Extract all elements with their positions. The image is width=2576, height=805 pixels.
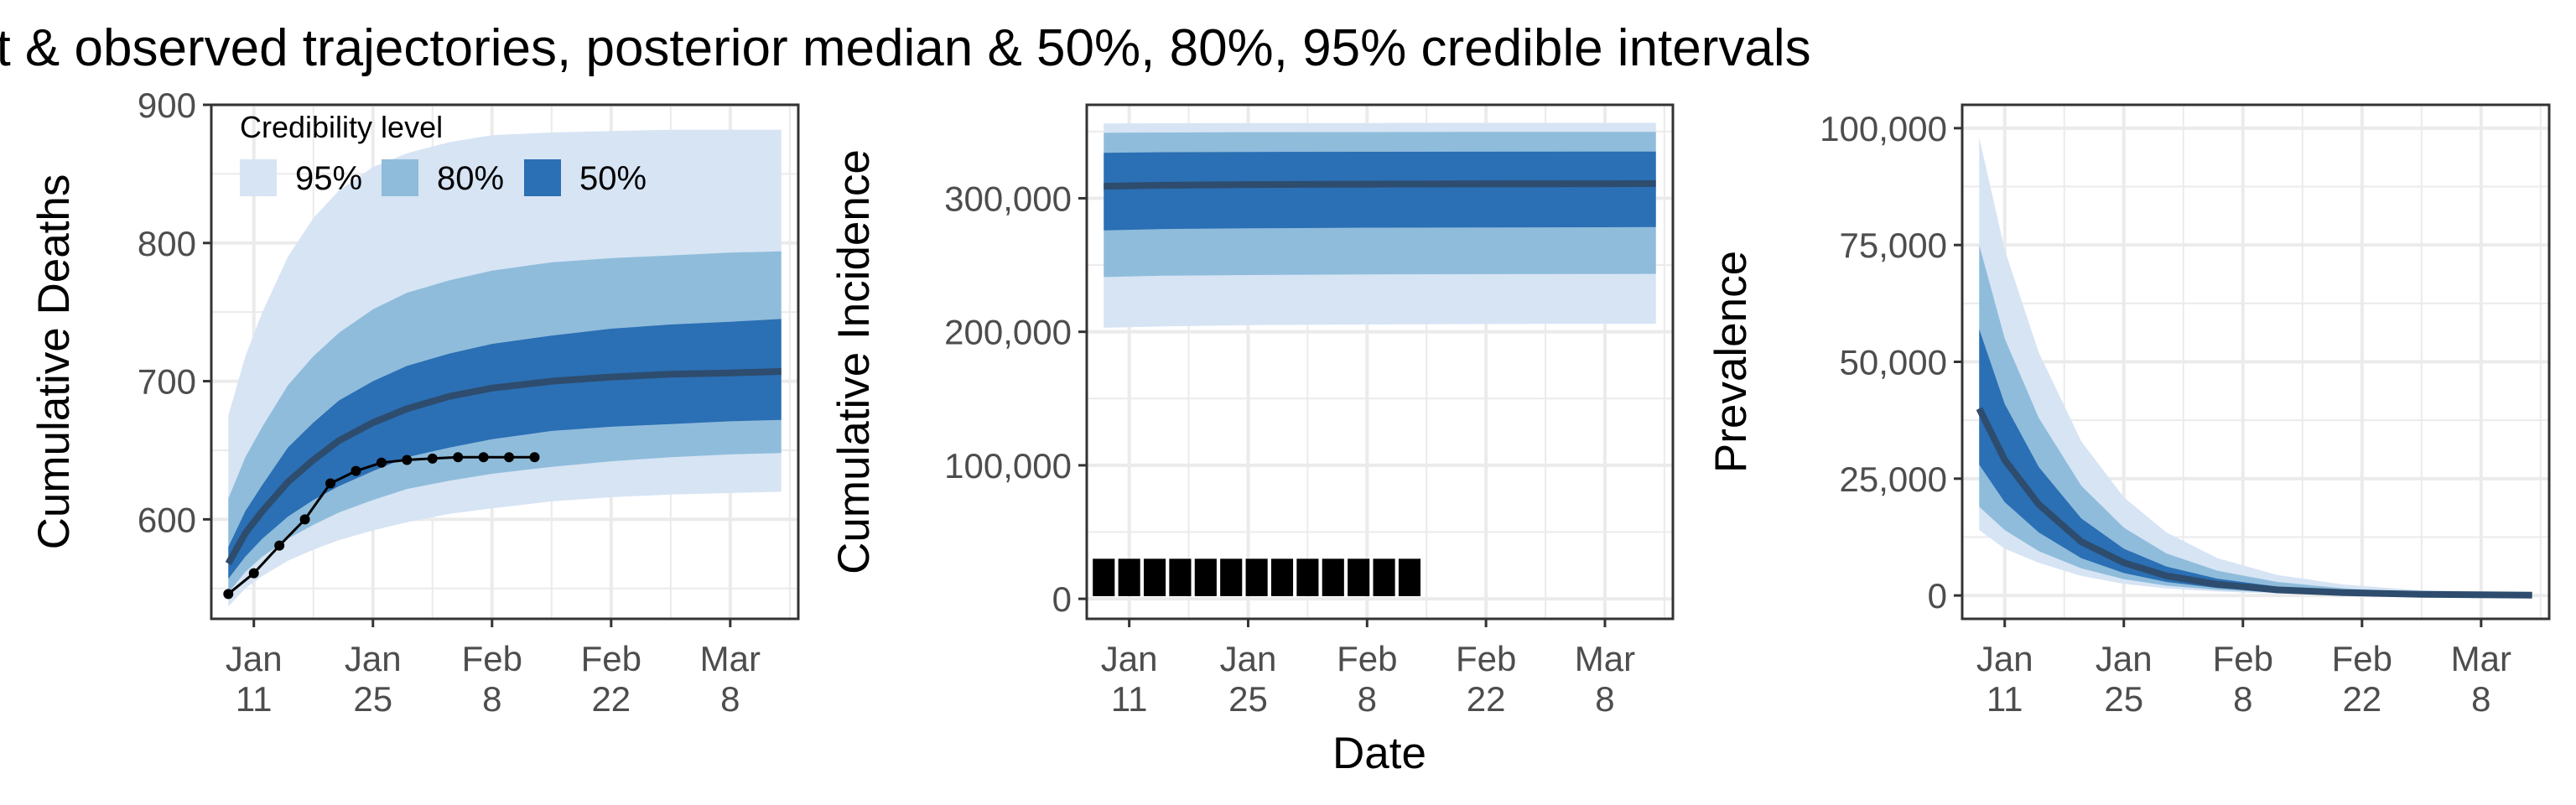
x-tick-label: 25 [2104,679,2143,719]
y-tick-label: 25,000 [1840,460,1947,499]
x-tick-label: 25 [1228,679,1268,719]
x-tick-label: Feb [581,639,641,678]
y-axis-label: Cumulative Deaths [29,174,79,550]
y-tick-label: 100,000 [1820,109,1947,148]
x-tick-label: 8 [2233,679,2252,719]
x-tick-label: 11 [1987,679,2023,719]
observed-bar [1322,558,1344,596]
y-tick-label: 0 [1928,576,1947,615]
x-tick-label: Feb [2213,639,2273,678]
x-tick-label: 22 [591,679,631,719]
x-tick-label: Mar [1575,639,1635,678]
legend: Credibility level 95% 80% 50% [240,110,647,197]
legend-title: Credibility level [240,110,443,144]
y-tick-label: 200,000 [944,313,1072,352]
panel-cumulative-deaths: 600700800900Jan11Jan25Feb8Feb22Mar8Cumul… [29,86,800,719]
ci50-ribbon [1104,151,1656,231]
x-tick-label: 8 [1358,679,1377,719]
x-tick-label: 11 [236,679,273,719]
observed-bar [1270,558,1294,596]
y-tick-label: 700 [138,362,196,402]
x-tick-label: 25 [353,679,392,719]
observed-point [402,454,413,465]
legend-key-50 [524,159,561,196]
x-tick-label: 8 [2471,679,2490,719]
x-tick-label: 22 [2342,679,2381,719]
observed-point [351,465,361,476]
panel-border [210,103,800,621]
x-axis-label: Date [1332,729,1426,778]
x-tick-label: Jan [345,639,402,678]
panel-border [1085,103,1675,621]
observed-point [427,453,438,464]
x-tick-label: 8 [482,679,501,719]
observed-bar [1169,558,1192,596]
y-tick-label: 75,000 [1840,226,1947,265]
x-tick-label: Jan [2096,639,2153,678]
median-line [1104,179,1656,190]
ci50-ribbon [228,319,782,579]
x-tick-label: Jan [226,639,283,678]
ci95-ribbon [1979,138,2532,595]
observed-bar [1348,558,1370,596]
x-tick-label: Feb [1456,639,1516,678]
observed-bar [1143,558,1166,596]
y-axis-label: Prevalence [1706,251,1756,473]
observed-bar [1220,558,1243,596]
legend-key-95 [240,159,277,196]
observed-bar [1373,558,1395,596]
y-tick-label: 50,000 [1840,343,1947,382]
observed-bar [1118,558,1140,596]
x-tick-label: 8 [720,679,740,719]
observed-point [299,514,310,525]
observed-bar [1296,558,1319,596]
observed-point [478,452,489,463]
median-line [1976,407,2532,599]
panel-cumulative-incidence: 0100,000200,000300,000Jan11Jan25Feb8Feb2… [829,103,1675,719]
observed-bar [1398,558,1421,596]
x-tick-label: Feb [462,639,522,678]
observed-point [274,540,285,551]
observed-point [529,452,540,463]
median-line [225,368,782,566]
y-tick-label: 800 [138,224,196,263]
observed-bar [1093,558,1115,596]
observed-point [248,568,259,579]
legend-label: 50% [579,160,647,197]
observed-bar [1194,558,1217,596]
y-tick-label: 300,000 [944,179,1072,218]
legend-label: 95% [295,160,362,197]
x-tick-label: Feb [1337,639,1397,678]
x-tick-label: Jan [1220,639,1277,678]
chart-title: Latent & observed trajectories, posterio… [0,19,1811,77]
observed-point [453,452,464,463]
x-tick-label: 22 [1467,679,1506,719]
observed-point [325,478,336,489]
x-tick-label: 11 [1111,679,1148,719]
observed-point [376,457,387,468]
panel-prevalence: 025,00050,00075,000100,000Jan11Jan25Feb8… [1706,103,2551,719]
y-axis-label: Cumulative Incidence [829,149,879,574]
x-tick-label: 8 [1595,679,1614,719]
y-tick-label: 900 [138,86,196,125]
y-tick-label: 600 [138,500,196,539]
y-tick-label: 0 [1052,579,1072,619]
y-tick-label: 100,000 [944,446,1072,486]
x-tick-label: Mar [700,639,761,678]
x-tick-label: Jan [1101,639,1158,678]
legend-label: 80% [437,160,504,197]
x-tick-label: Feb [2332,639,2392,678]
legend-key-80 [382,159,418,196]
observed-bar [1245,558,1268,596]
observed-point [504,452,515,463]
x-tick-label: Jan [1976,639,2033,678]
x-tick-label: Mar [2451,639,2511,678]
observed-point [223,589,234,600]
